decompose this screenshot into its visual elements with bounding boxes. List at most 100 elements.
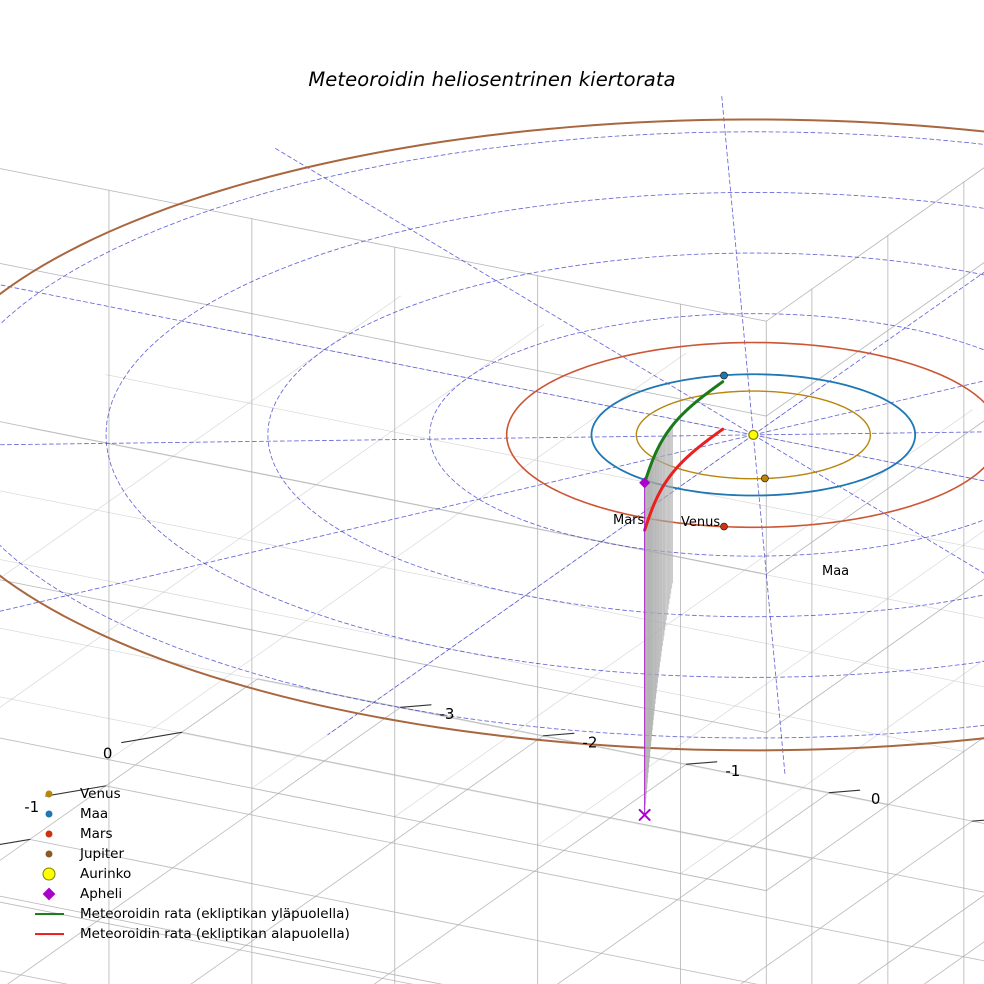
wall-gridline-z [765, 262, 984, 417]
floor-gridline-y [190, 735, 544, 984]
legend-item: Mars [34, 824, 364, 844]
axis-ticks: -6-5-4-3-2-10-3-2-101233210-1-2 [0, 704, 984, 846]
floor-edge [257, 678, 984, 824]
wall-gridline-z [765, 736, 984, 892]
meteoroid-path-below [643, 427, 725, 532]
axis-tick-label: -1 [24, 798, 39, 816]
legend-label: Meteoroidin rata (ekliptikan yläpuolella… [80, 906, 350, 922]
legend-item: Apheli [34, 884, 364, 904]
axis-tick-label: -1 [725, 762, 740, 780]
polar-spoke [0, 284, 754, 436]
polar-circle [267, 252, 984, 618]
body-aurinko [748, 429, 759, 441]
axis-tick-mark [400, 704, 432, 708]
legend-line-swatch [35, 933, 64, 935]
polar-spoke [272, 146, 754, 436]
floor-gridline-x [0, 901, 414, 984]
wall-gridline-z [765, 578, 984, 733]
ecliptic-gridline-x [0, 627, 889, 806]
body-mars [720, 522, 728, 531]
legend-label: Maa [80, 806, 109, 822]
axis-tick-mark [828, 789, 861, 794]
wall-gridline-z [0, 579, 767, 733]
legend-item: Venus [34, 784, 364, 804]
legend-dot-marker [45, 790, 53, 798]
bodies: Mars Venus Maa [613, 371, 849, 821]
legend-marker [34, 824, 76, 844]
orbit-venus [635, 390, 872, 480]
legend-item: Meteoroidin rata (ekliptikan alapuolella… [34, 924, 364, 944]
planet-orbits [0, 118, 984, 752]
axis-tick-mark [542, 732, 575, 737]
axis-tick-mark [971, 819, 984, 822]
floor-gridline-x [181, 731, 984, 893]
legend-dot-marker [45, 850, 53, 858]
polar-circle [0, 131, 984, 739]
wall-gridline-z [0, 737, 767, 892]
aphelion-projection-marker [638, 808, 651, 821]
meteoroid-trajectory [643, 380, 725, 532]
polar-spoke [752, 434, 984, 574]
floor-gridline-y [740, 820, 973, 984]
polar-spoke [0, 434, 754, 446]
body-maa [720, 371, 728, 380]
floor-edge [0, 678, 259, 861]
legend-marker [34, 784, 76, 804]
ecliptic-gridline-y [394, 409, 973, 818]
polar-spoke [721, 95, 754, 436]
wall-edge [765, 167, 984, 322]
polar-spoke [752, 434, 984, 482]
floor-gridline-y [7, 706, 402, 984]
floor-gridline-x [29, 838, 759, 984]
axis-tick-mark [685, 761, 718, 765]
polar-spoke [752, 380, 984, 436]
legend-label: Apheli [80, 886, 123, 902]
legend-line-swatch [35, 913, 64, 915]
ecliptic-gridline-x [0, 696, 813, 859]
legend-label: Meteoroidin rata (ekliptikan alapuolella… [80, 926, 350, 942]
polar-spoke [0, 434, 754, 612]
legend-item: Aurinko [34, 864, 364, 884]
legend-marker [34, 844, 76, 864]
legend-item: Maa [34, 804, 364, 824]
legend-label: Aurinko [80, 866, 132, 882]
legend-marker [34, 904, 76, 924]
wall-gridline-z [0, 895, 443, 984]
legend-item: Jupiter [34, 844, 364, 864]
axis-tick-mark [0, 838, 31, 846]
legend-marker [34, 924, 76, 944]
ecliptic-gridline-x [29, 427, 984, 619]
floor-gridline-x [105, 785, 984, 962]
axis-tick-mark [45, 785, 107, 797]
ecliptic-gridline-y [680, 659, 984, 874]
polar-spoke [752, 434, 786, 775]
wall-gridline-z [857, 894, 984, 984]
axis-tick-label: 0 [103, 745, 113, 763]
meteoroid-path-above [643, 380, 725, 485]
legend-item: Meteoroidin rata (ekliptikan yläpuolella… [34, 904, 364, 924]
polar-spoke [327, 434, 754, 736]
page-title: Meteoroidin heliosentrinen kiertorata [308, 68, 676, 91]
ecliptic-gridline-y [108, 352, 687, 761]
body-label: Mars [613, 513, 645, 528]
orbit-maa [590, 373, 917, 497]
floor-gridline-x [0, 970, 69, 984]
wall-gridline-z [0, 263, 767, 417]
axis-tick-mark [121, 731, 183, 744]
wall-gridline-z [765, 420, 984, 575]
orbit-jupiter [0, 118, 984, 752]
orbit-mars [505, 341, 984, 529]
legend: Venus Maa Mars Jupiter Aurinko Apheli Meteoroi… [34, 784, 364, 944]
legend-dot-marker [42, 867, 56, 881]
polar-grid [0, 95, 984, 775]
legend-marker [34, 884, 76, 904]
floor-gridline-y [373, 763, 687, 984]
legend-marker [34, 864, 76, 884]
axis-tick-label: 0 [871, 790, 881, 808]
wall-gridline-z [766, 800, 984, 984]
legend-label: Mars [80, 826, 113, 842]
legend-label: Venus [80, 786, 121, 802]
ecliptic-gridline-x [0, 559, 965, 752]
